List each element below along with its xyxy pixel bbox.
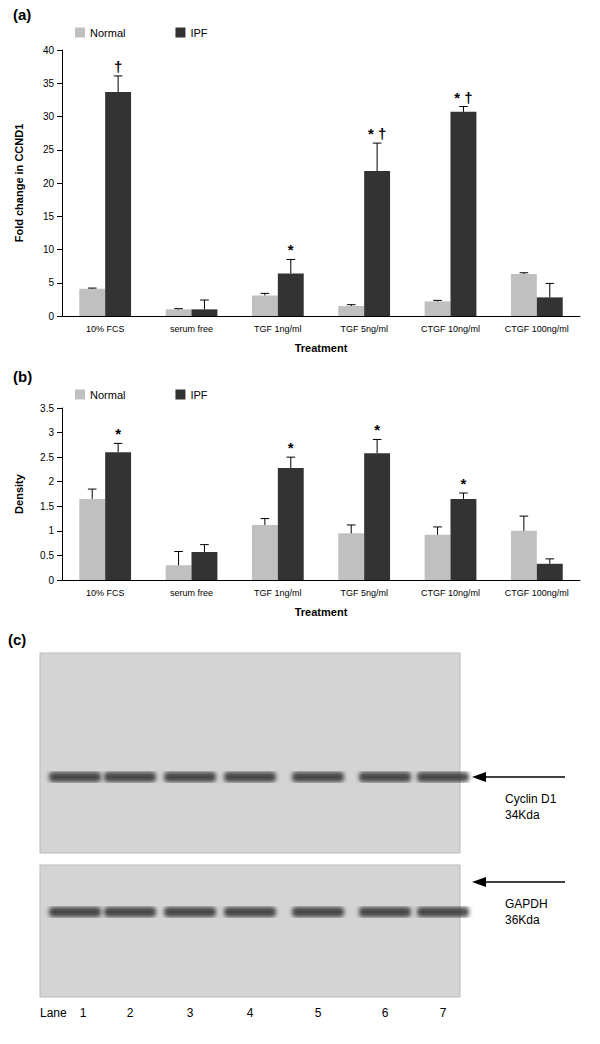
svg-text:*: * (288, 439, 294, 456)
svg-text:* †: * † (368, 125, 386, 142)
svg-text:Density: Density (13, 473, 25, 514)
svg-text:*: * (374, 421, 380, 438)
svg-text:0.5: 0.5 (40, 550, 54, 561)
svg-text:TGF 5ng/ml: TGF 5ng/ml (340, 588, 388, 598)
svg-text:Cyclin D1: Cyclin D1 (505, 792, 557, 806)
svg-text:serum free: serum free (170, 324, 213, 334)
svg-text:Lane: Lane (40, 1006, 67, 1020)
svg-text:TGF 1ng/ml: TGF 1ng/ml (254, 588, 302, 598)
svg-text:*: * (288, 241, 294, 258)
svg-text:2: 2 (127, 1006, 134, 1020)
svg-text:40: 40 (43, 45, 55, 56)
svg-text:(b): (b) (13, 368, 32, 385)
svg-text:CTGF 100ng/ml: CTGF 100ng/ml (505, 324, 569, 334)
svg-text:10% FCS: 10% FCS (86, 588, 125, 598)
svg-text:35: 35 (43, 78, 55, 89)
svg-text:4: 4 (247, 1006, 254, 1020)
svg-text:IPF: IPF (190, 389, 207, 401)
svg-text:CTGF 10ng/ml: CTGF 10ng/ml (421, 324, 480, 334)
svg-text:TGF 5ng/ml: TGF 5ng/ml (340, 324, 388, 334)
svg-text:Treatment: Treatment (295, 606, 348, 618)
svg-text:3.5: 3.5 (40, 403, 54, 414)
svg-text:20: 20 (43, 178, 55, 189)
svg-text:serum free: serum free (170, 588, 213, 598)
svg-text:* †: * † (454, 89, 472, 106)
svg-text:CTGF 10ng/ml: CTGF 10ng/ml (421, 588, 480, 598)
svg-text:0: 0 (48, 575, 54, 586)
svg-text:CTGF 100ng/ml: CTGF 100ng/ml (505, 588, 569, 598)
svg-text:TGF 1ng/ml: TGF 1ng/ml (254, 324, 302, 334)
svg-text:Fold change in CCND1: Fold change in CCND1 (13, 124, 25, 243)
svg-text:Normal: Normal (90, 27, 125, 39)
svg-text:*: * (461, 475, 467, 492)
svg-text:IPF: IPF (190, 27, 207, 39)
svg-text:15: 15 (43, 211, 55, 222)
svg-text:5: 5 (48, 277, 54, 288)
svg-text:(c): (c) (8, 631, 26, 648)
svg-text:10% FCS: 10% FCS (86, 324, 125, 334)
svg-text:†: † (114, 58, 122, 75)
svg-text:2: 2 (48, 476, 54, 487)
svg-text:Treatment: Treatment (295, 342, 348, 354)
svg-text:5: 5 (315, 1006, 322, 1020)
svg-text:0: 0 (48, 311, 54, 322)
svg-text:GAPDH: GAPDH (505, 897, 548, 911)
svg-text:36Kda: 36Kda (505, 913, 540, 927)
svg-text:(a): (a) (13, 6, 31, 23)
svg-text:2.5: 2.5 (40, 452, 54, 463)
svg-text:3: 3 (48, 427, 54, 438)
svg-text:7: 7 (440, 1006, 447, 1020)
svg-text:6: 6 (382, 1006, 389, 1020)
svg-text:1.5: 1.5 (40, 501, 54, 512)
svg-text:1: 1 (80, 1006, 87, 1020)
svg-text:3: 3 (187, 1006, 194, 1020)
svg-text:*: * (115, 425, 121, 442)
svg-text:34Kda: 34Kda (505, 808, 540, 822)
svg-text:30: 30 (43, 111, 55, 122)
svg-text:Normal: Normal (90, 389, 125, 401)
svg-text:25: 25 (43, 144, 55, 155)
svg-text:10: 10 (43, 244, 55, 255)
svg-text:1: 1 (48, 525, 54, 536)
